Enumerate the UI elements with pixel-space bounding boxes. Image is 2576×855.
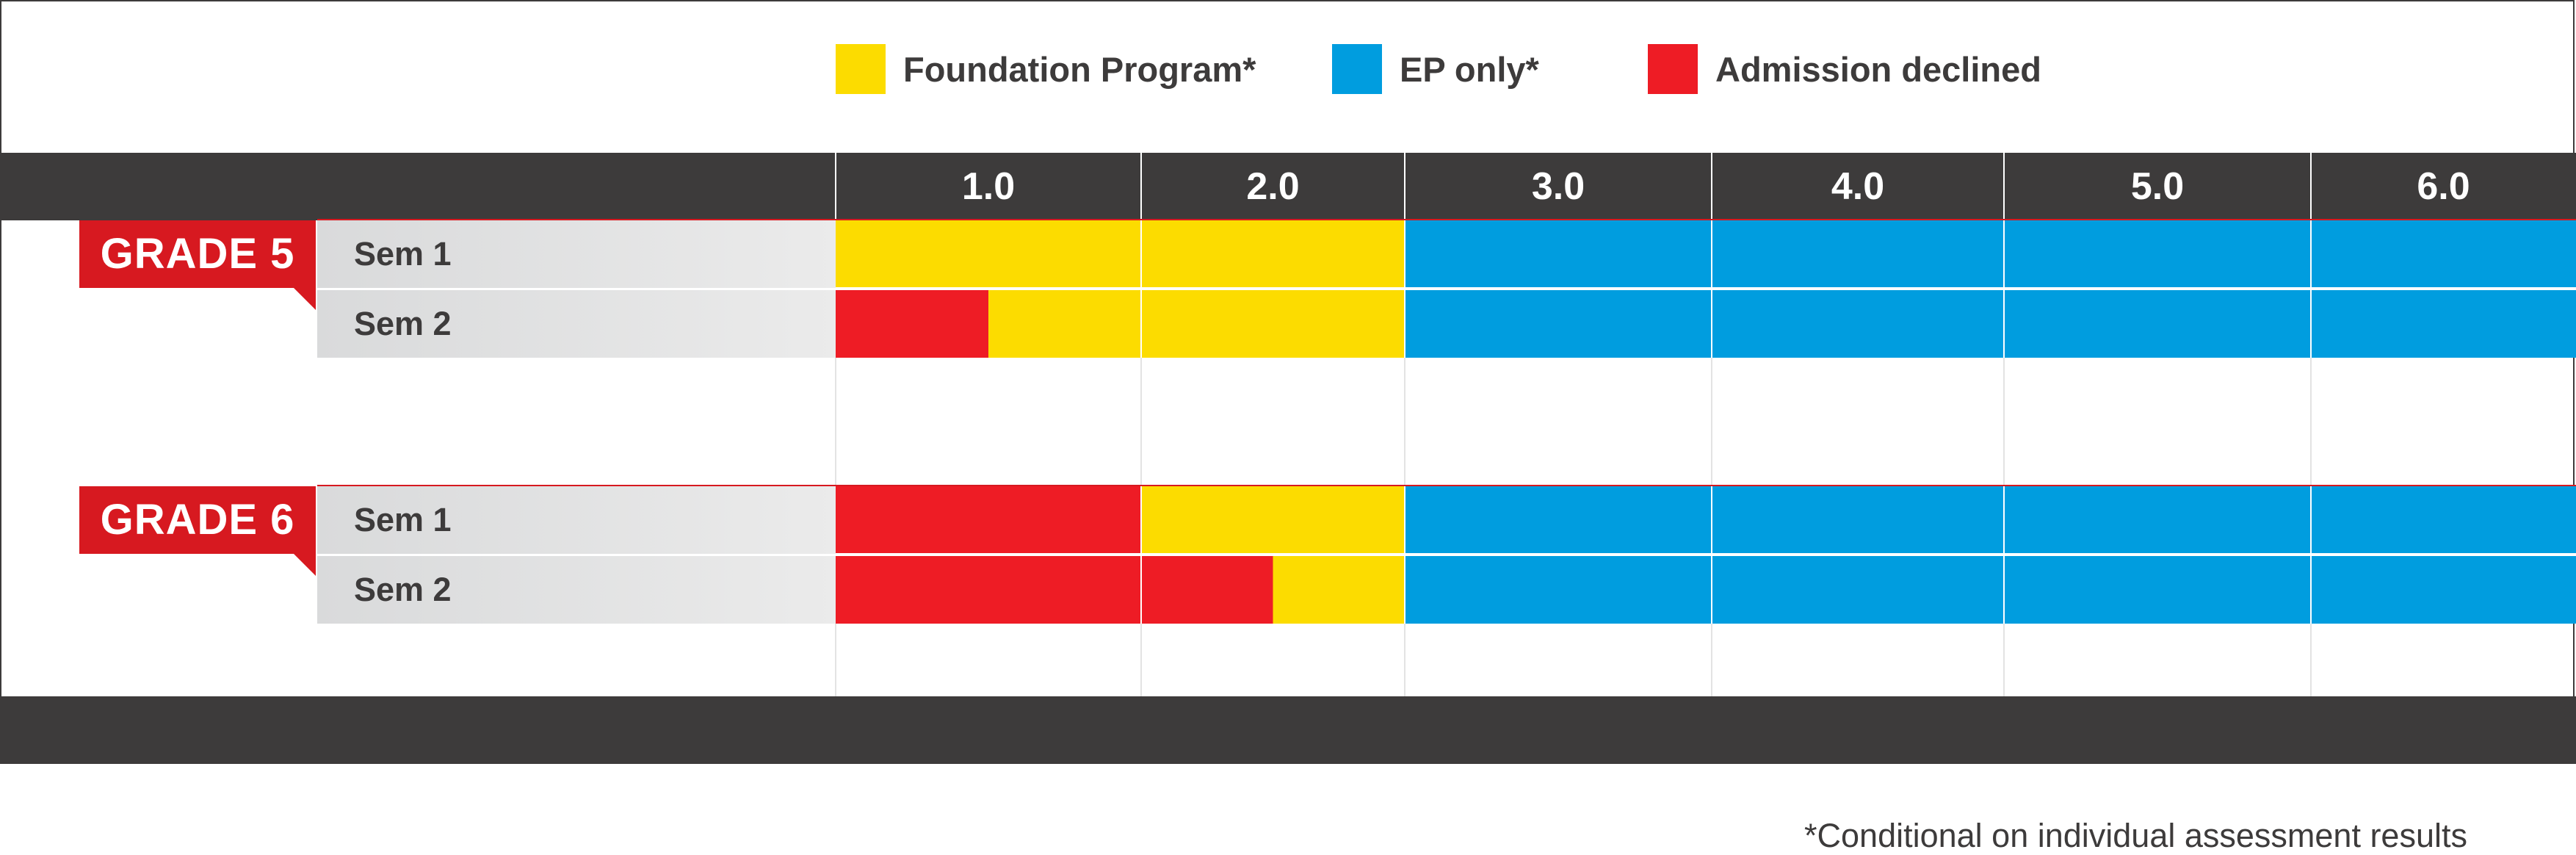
legend-item-ep-only: EP only*	[1332, 43, 1539, 95]
header-band	[0, 153, 2576, 220]
grade-label: GRADE 6	[100, 496, 295, 544]
legend-label-foundation: Foundation Program*	[903, 49, 1256, 89]
footer-band	[0, 696, 2576, 764]
legend-swatch-foundation	[836, 44, 886, 94]
legend-item-foundation: Foundation Program*	[836, 43, 1256, 95]
semester-label: Sem 1	[354, 235, 452, 273]
row-label-box: Sem 2	[317, 290, 836, 358]
semester-label: Sem 2	[354, 305, 452, 342]
bar-segment-foundation	[1141, 486, 1405, 554]
legend-label-declined: Admission declined	[1715, 49, 2041, 89]
semester-label: Sem 2	[354, 571, 452, 608]
bar-segment-ep-only	[1405, 290, 2576, 358]
row-label-box: Sem 1	[317, 486, 836, 554]
legend-swatch-declined	[1648, 44, 1698, 94]
row-label-box: Sem 2	[317, 556, 836, 624]
bar-segment-declined	[836, 556, 1273, 624]
x-tick-label: 4.0	[1831, 165, 1885, 208]
grade-tab-shape	[79, 486, 316, 576]
x-tick-label: 6.0	[2417, 165, 2470, 208]
footnote: *Conditional on individual assessment re…	[1804, 817, 2467, 854]
bar-segment-ep-only	[1405, 556, 2576, 624]
semester-label: Sem 1	[354, 501, 452, 538]
bar-segment-declined	[836, 486, 1141, 554]
bar-segment-ep-only	[1405, 486, 2576, 554]
bar-segment-foundation	[988, 290, 1405, 358]
x-tick-label: 3.0	[1531, 165, 1585, 208]
chart-frame	[0, 0, 2575, 764]
x-tick-label: 5.0	[2130, 165, 2185, 208]
grade-tab-shape	[79, 220, 316, 310]
bar-segment-foundation	[836, 220, 1405, 288]
bar-segment-ep-only	[1405, 220, 2576, 288]
legend-item-declined: Admission declined	[1648, 43, 2041, 95]
x-tick-label: 2.0	[1246, 165, 1300, 208]
legend: Foundation Program* EP only* Admission d…	[0, 0, 2576, 147]
bar-segment-foundation	[1273, 556, 1405, 624]
legend-label-ep-only: EP only*	[1400, 49, 1539, 89]
row-label-box: Sem 1	[317, 220, 836, 288]
legend-swatch-ep-only	[1332, 44, 1382, 94]
grade-label: GRADE 5	[100, 230, 295, 278]
bar-segment-declined	[836, 290, 988, 358]
x-tick-label: 1.0	[961, 165, 1016, 208]
